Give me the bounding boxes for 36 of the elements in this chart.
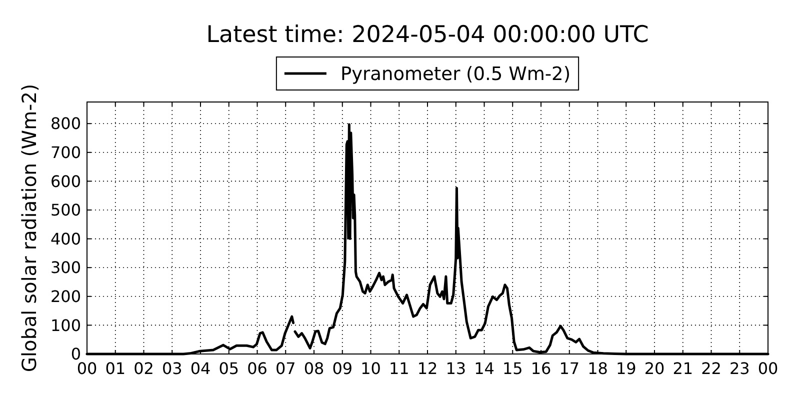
x-tick-label: 12	[417, 359, 438, 378]
x-tick-label: 00	[758, 359, 778, 378]
x-tick-label: 07	[275, 359, 296, 378]
x-tick-label: 03	[162, 359, 182, 378]
x-tick-label: 19	[616, 359, 636, 378]
x-tick-label: 16	[530, 359, 552, 378]
legend-label: Pyranometer (0.5 Wm-2)	[340, 64, 571, 85]
x-tick-label: 23	[729, 359, 750, 378]
y-axis-title: Global solar radiation (Wm-2)	[18, 84, 41, 372]
x-tick-label: 10	[360, 359, 381, 378]
x-tick-label: 08	[304, 359, 324, 378]
x-tick-label: 18	[588, 359, 608, 378]
x-tick-label: 02	[134, 359, 154, 378]
y-tick-label: 800	[50, 114, 81, 134]
y-tick-label: 500	[50, 200, 81, 220]
y-tick-label: 200	[50, 287, 81, 306]
y-tick-label: 700	[50, 143, 81, 162]
x-tick-label: 20	[644, 359, 665, 378]
x-tick-label: 14	[474, 359, 494, 378]
x-tick-label: 15	[502, 359, 523, 378]
x-tick-label: 17	[559, 359, 580, 378]
x-tick-label: 05	[218, 359, 240, 378]
y-tick-label: 600	[50, 172, 81, 191]
y-tick-label: 300	[50, 258, 81, 278]
y-tick-label: 100	[50, 316, 81, 335]
chart-title: Latest time: 2024-05-04 00:00:00 UTC	[206, 22, 649, 48]
x-tick-label: 01	[105, 359, 126, 378]
x-tick-label: 00	[76, 359, 98, 378]
x-tick-label: 06	[247, 359, 268, 378]
y-tick-label: 400	[50, 229, 81, 248]
x-tick-label: 04	[190, 359, 211, 378]
x-tick-label: 13	[446, 359, 466, 378]
x-tick-label: 11	[388, 359, 410, 378]
x-tick-label: 21	[672, 359, 694, 378]
x-tick-label: 09	[332, 359, 353, 378]
x-tick-label: 22	[701, 359, 722, 378]
